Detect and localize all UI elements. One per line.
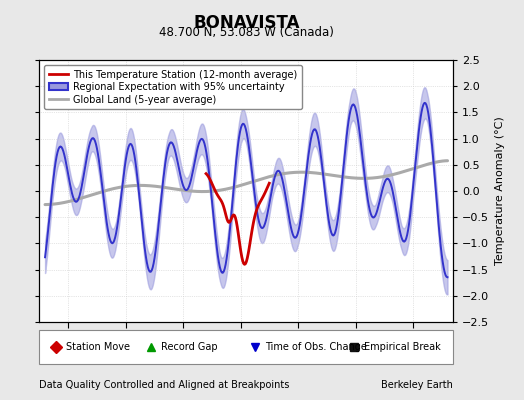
Text: Time of Obs. Change: Time of Obs. Change [265, 342, 367, 352]
Text: Record Gap: Record Gap [161, 342, 218, 352]
Text: Data Quality Controlled and Aligned at Breakpoints: Data Quality Controlled and Aligned at B… [39, 380, 290, 390]
Text: 48.700 N, 53.083 W (Canada): 48.700 N, 53.083 W (Canada) [159, 26, 334, 39]
Text: Empirical Break: Empirical Break [364, 342, 441, 352]
Legend: This Temperature Station (12-month average), Regional Expectation with 95% uncer: This Temperature Station (12-month avera… [44, 65, 302, 110]
Text: Berkeley Earth: Berkeley Earth [381, 380, 453, 390]
Text: Station Move: Station Move [66, 342, 130, 352]
FancyBboxPatch shape [39, 330, 453, 364]
Y-axis label: Temperature Anomaly (°C): Temperature Anomaly (°C) [495, 117, 505, 265]
Text: BONAVISTA: BONAVISTA [193, 14, 300, 32]
